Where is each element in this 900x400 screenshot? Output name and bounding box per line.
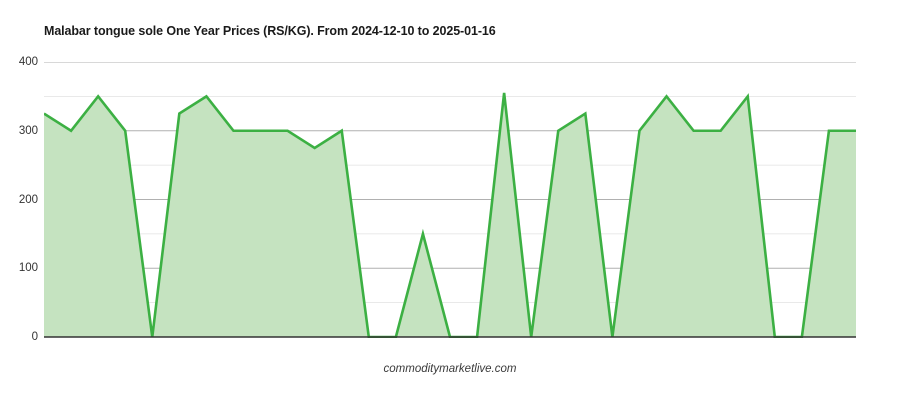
- chart-footer-watermark: commoditymarketlive.com: [383, 363, 517, 375]
- area-chart-svg: [44, 62, 856, 338]
- y-axis-tick-label: 0: [31, 331, 38, 343]
- y-axis: 0 100 200 300 400: [0, 56, 38, 343]
- y-axis-tick-label: 300: [18, 124, 38, 137]
- y-axis-tick-label: 100: [18, 262, 38, 275]
- series-area-fill: [44, 92, 856, 337]
- y-axis-tick-label: 200: [18, 193, 38, 206]
- chart-title: Malabar tongue sole One Year Prices (RS/…: [44, 24, 496, 38]
- plot-area: [44, 62, 856, 338]
- y-axis-tick-label: 400: [18, 56, 38, 68]
